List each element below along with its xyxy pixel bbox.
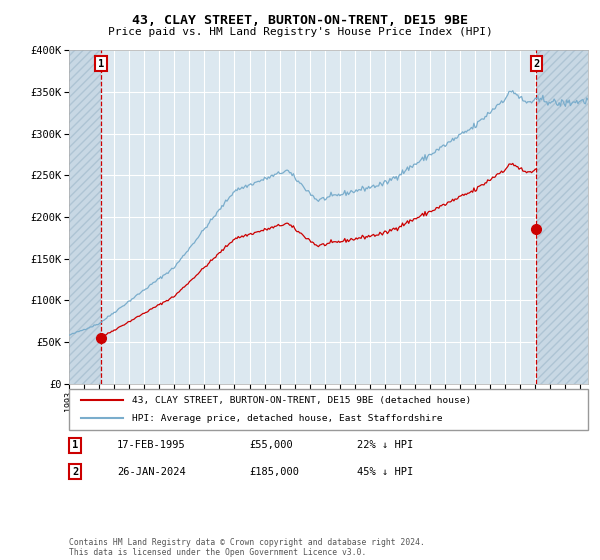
Text: 45% ↓ HPI: 45% ↓ HPI bbox=[357, 466, 413, 477]
Text: 1: 1 bbox=[98, 59, 104, 69]
Text: 22% ↓ HPI: 22% ↓ HPI bbox=[357, 440, 413, 450]
Text: 1: 1 bbox=[72, 440, 78, 450]
Bar bbox=[69, 50, 101, 384]
Text: 43, CLAY STREET, BURTON-ON-TRENT, DE15 9BE: 43, CLAY STREET, BURTON-ON-TRENT, DE15 9… bbox=[132, 14, 468, 27]
Text: £55,000: £55,000 bbox=[249, 440, 293, 450]
Text: 2: 2 bbox=[533, 59, 539, 69]
Bar bbox=[536, 50, 588, 384]
Text: Contains HM Land Registry data © Crown copyright and database right 2024.
This d: Contains HM Land Registry data © Crown c… bbox=[69, 538, 425, 557]
Text: 43, CLAY STREET, BURTON-ON-TRENT, DE15 9BE (detached house): 43, CLAY STREET, BURTON-ON-TRENT, DE15 9… bbox=[132, 396, 471, 405]
Text: 17-FEB-1995: 17-FEB-1995 bbox=[117, 440, 186, 450]
Text: Price paid vs. HM Land Registry's House Price Index (HPI): Price paid vs. HM Land Registry's House … bbox=[107, 27, 493, 37]
Text: 2: 2 bbox=[72, 466, 78, 477]
Text: 26-JAN-2024: 26-JAN-2024 bbox=[117, 466, 186, 477]
Text: £185,000: £185,000 bbox=[249, 466, 299, 477]
Text: HPI: Average price, detached house, East Staffordshire: HPI: Average price, detached house, East… bbox=[132, 414, 443, 423]
